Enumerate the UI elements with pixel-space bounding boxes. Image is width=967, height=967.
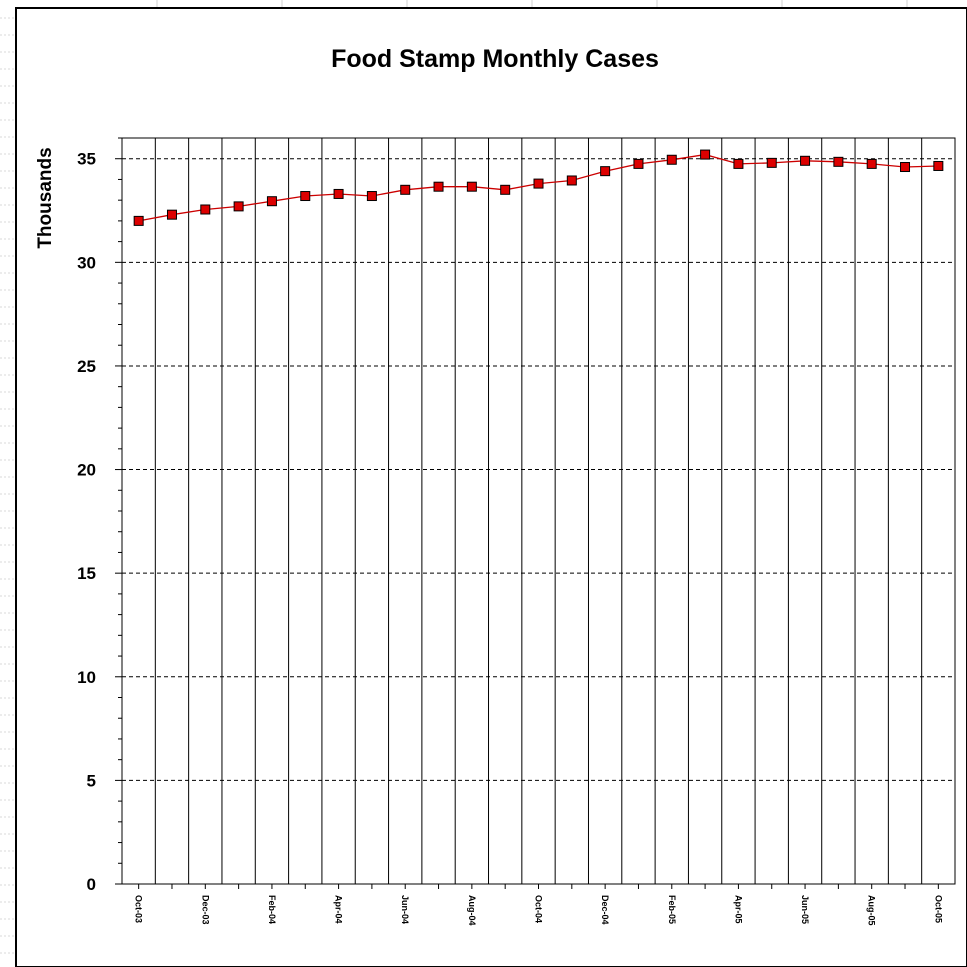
y-tick-label: 35: [77, 150, 96, 169]
data-point-marker: [533, 178, 544, 189]
x-tick-label: Oct-05: [933, 895, 943, 923]
data-point-marker: [333, 188, 344, 199]
x-tick-label: Aug-05: [867, 895, 877, 926]
x-tick-label: Apr-05: [733, 895, 743, 924]
data-point-marker: [566, 175, 577, 186]
y-tick-label: 20: [77, 461, 96, 480]
plot-border: [121, 137, 956, 885]
data-point-marker: [200, 204, 211, 215]
data-point-marker: [600, 166, 611, 177]
y-tick-label: 5: [87, 771, 96, 790]
data-point-marker: [766, 157, 777, 168]
data-point-marker: [800, 155, 811, 166]
data-point-marker: [933, 160, 944, 171]
data-point-marker: [833, 156, 844, 167]
y-tick-label: 10: [77, 668, 96, 687]
data-point-marker: [300, 191, 311, 202]
y-tick-label: 25: [77, 357, 96, 376]
data-point-marker: [266, 196, 277, 207]
x-tick-label: Jun-05: [800, 895, 810, 924]
data-point-marker: [666, 154, 677, 165]
x-tick-label: Oct-04: [534, 895, 544, 923]
data-point-marker: [633, 158, 644, 169]
x-tick-label: Feb-04: [267, 895, 277, 924]
data-point-marker: [166, 209, 177, 220]
x-tick-label: Apr-04: [334, 895, 344, 924]
data-point-marker: [466, 181, 477, 192]
y-tick-label: 15: [77, 564, 96, 583]
data-point-marker: [866, 158, 877, 169]
chart-title: Food Stamp Monthly Cases: [331, 45, 659, 73]
data-point-marker: [733, 158, 744, 169]
y-tick-label: 0: [87, 875, 96, 894]
x-tick-label: Feb-05: [667, 895, 677, 924]
x-tick-label: Jun-04: [400, 895, 410, 924]
x-tick-label: Aug-04: [467, 895, 477, 926]
data-point-marker: [433, 181, 444, 192]
data-point-marker: [133, 215, 144, 226]
data-point-marker: [366, 191, 377, 202]
data-point-marker: [900, 162, 911, 173]
y-tick-label: 30: [77, 253, 96, 272]
y-axis-title: Thousands: [35, 147, 56, 248]
data-point-marker: [233, 201, 244, 212]
x-tick-label: Oct-03: [134, 895, 144, 923]
plot-area: 0 5 10 15 20 25 30 35 Oct-03 Dec-03 Feb-04 Apr-04 Ju…: [77, 137, 956, 926]
x-tick-label: Dec-04: [600, 895, 610, 925]
data-point-marker: [700, 149, 711, 160]
x-tick-label: Dec-03: [200, 895, 210, 925]
data-point-marker: [500, 184, 511, 195]
data-point-marker: [400, 184, 411, 195]
